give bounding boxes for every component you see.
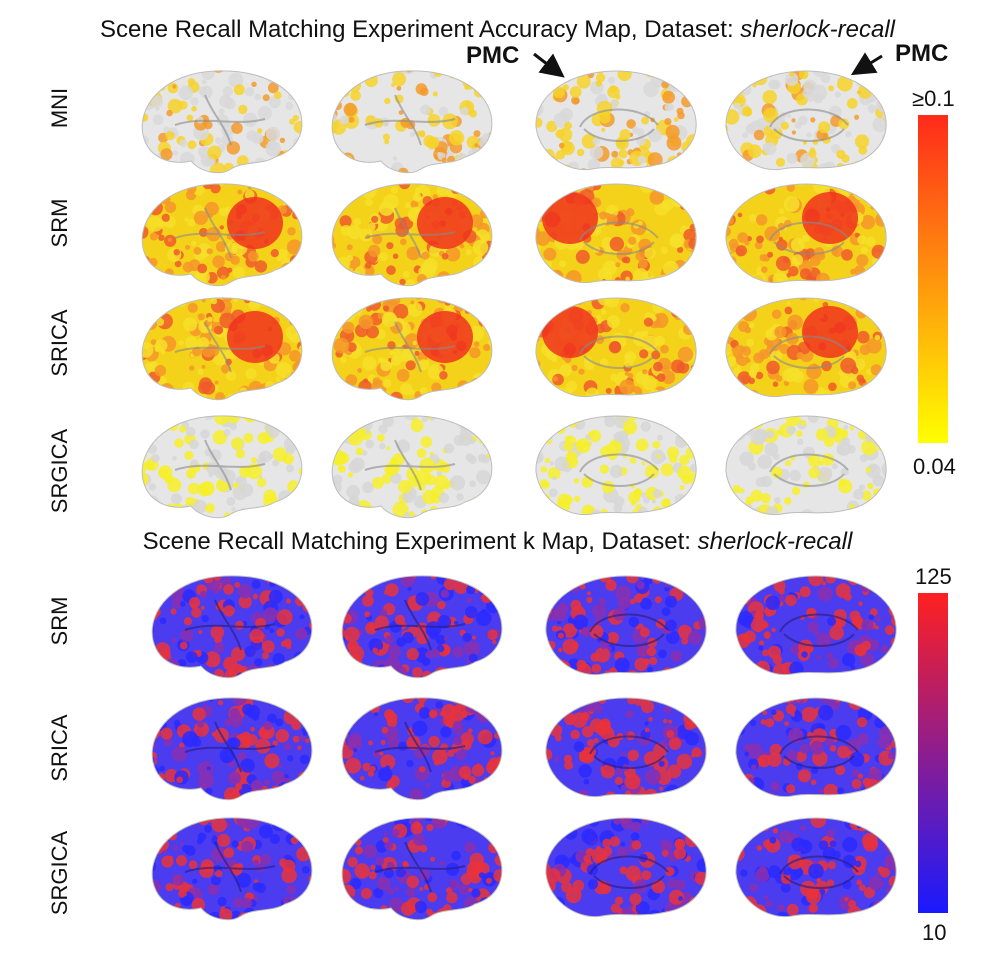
pmc-arrow-left: [533, 52, 565, 78]
brain-surface-image: [735, 817, 897, 918]
row-label-srm-accuracy: SRM: [47, 198, 72, 248]
row-label-mni: MNI: [47, 87, 72, 129]
accuracy-colorbar-min: 0.04: [913, 454, 956, 479]
brain-surface-image: [331, 415, 493, 519]
brain-surface-image: [151, 575, 313, 679]
row-label-srgica-k: SRGICA: [47, 830, 72, 916]
brain-surface-image: [545, 575, 707, 676]
brain-surface-image: [331, 70, 493, 174]
brain-surface-image: [151, 697, 313, 801]
brain-surface-image: [141, 70, 303, 174]
row-label-srgica-accuracy: SRGICA: [47, 428, 72, 514]
brain-surface-image: [725, 415, 887, 516]
brain-surface-image: [545, 697, 707, 798]
brain-surface-image: [331, 183, 493, 287]
brain-surface-image: [725, 183, 887, 284]
brain-surface-image: [535, 183, 697, 284]
k-colorbar-max: 125: [915, 564, 952, 589]
k-map-title: Scene Recall Matching Experiment k Map, …: [0, 528, 995, 556]
brain-surface-image: [141, 297, 303, 401]
row-label-srica-k: SRICA: [47, 714, 72, 782]
brain-surface-image: [141, 415, 303, 519]
brain-surface-image: [725, 297, 887, 398]
accuracy-dataset-name: sherlock-recall: [740, 16, 895, 43]
k-dataset-name: sherlock-recall: [697, 528, 853, 555]
row-label-srm-k: SRM: [47, 596, 72, 646]
row-label-srica-accuracy: SRICA: [47, 309, 72, 377]
brain-surface-image: [331, 297, 493, 401]
brain-surface-image: [535, 297, 697, 398]
brain-surface-image: [341, 575, 503, 679]
accuracy-map-title: Scene Recall Matching Experiment Accurac…: [0, 16, 995, 44]
brain-surface-image: [151, 817, 313, 921]
k-colorbar-min: 10: [922, 920, 947, 945]
brain-surface-image: [725, 70, 887, 171]
brain-surface-image: [141, 183, 303, 287]
pmc-arrow-right: [850, 52, 883, 76]
pmc-label-right: PMC: [895, 40, 949, 67]
accuracy-colorbar-max: ≥0.1: [912, 86, 955, 111]
k-title-prefix: Scene Recall Matching Experiment k Map, …: [142, 528, 698, 555]
brain-surface-image: [341, 817, 503, 921]
k-colorbar: [918, 593, 948, 913]
accuracy-title-prefix: Scene Recall Matching Experiment Accurac…: [99, 16, 741, 43]
brain-surface-image: [535, 415, 697, 516]
pmc-label-left: PMC: [466, 42, 520, 69]
accuracy-colorbar: [918, 115, 948, 443]
brain-surface-image: [735, 697, 897, 798]
brain-surface-image: [545, 817, 707, 918]
brain-surface-image: [341, 697, 503, 801]
brain-surface-image: [735, 575, 897, 676]
